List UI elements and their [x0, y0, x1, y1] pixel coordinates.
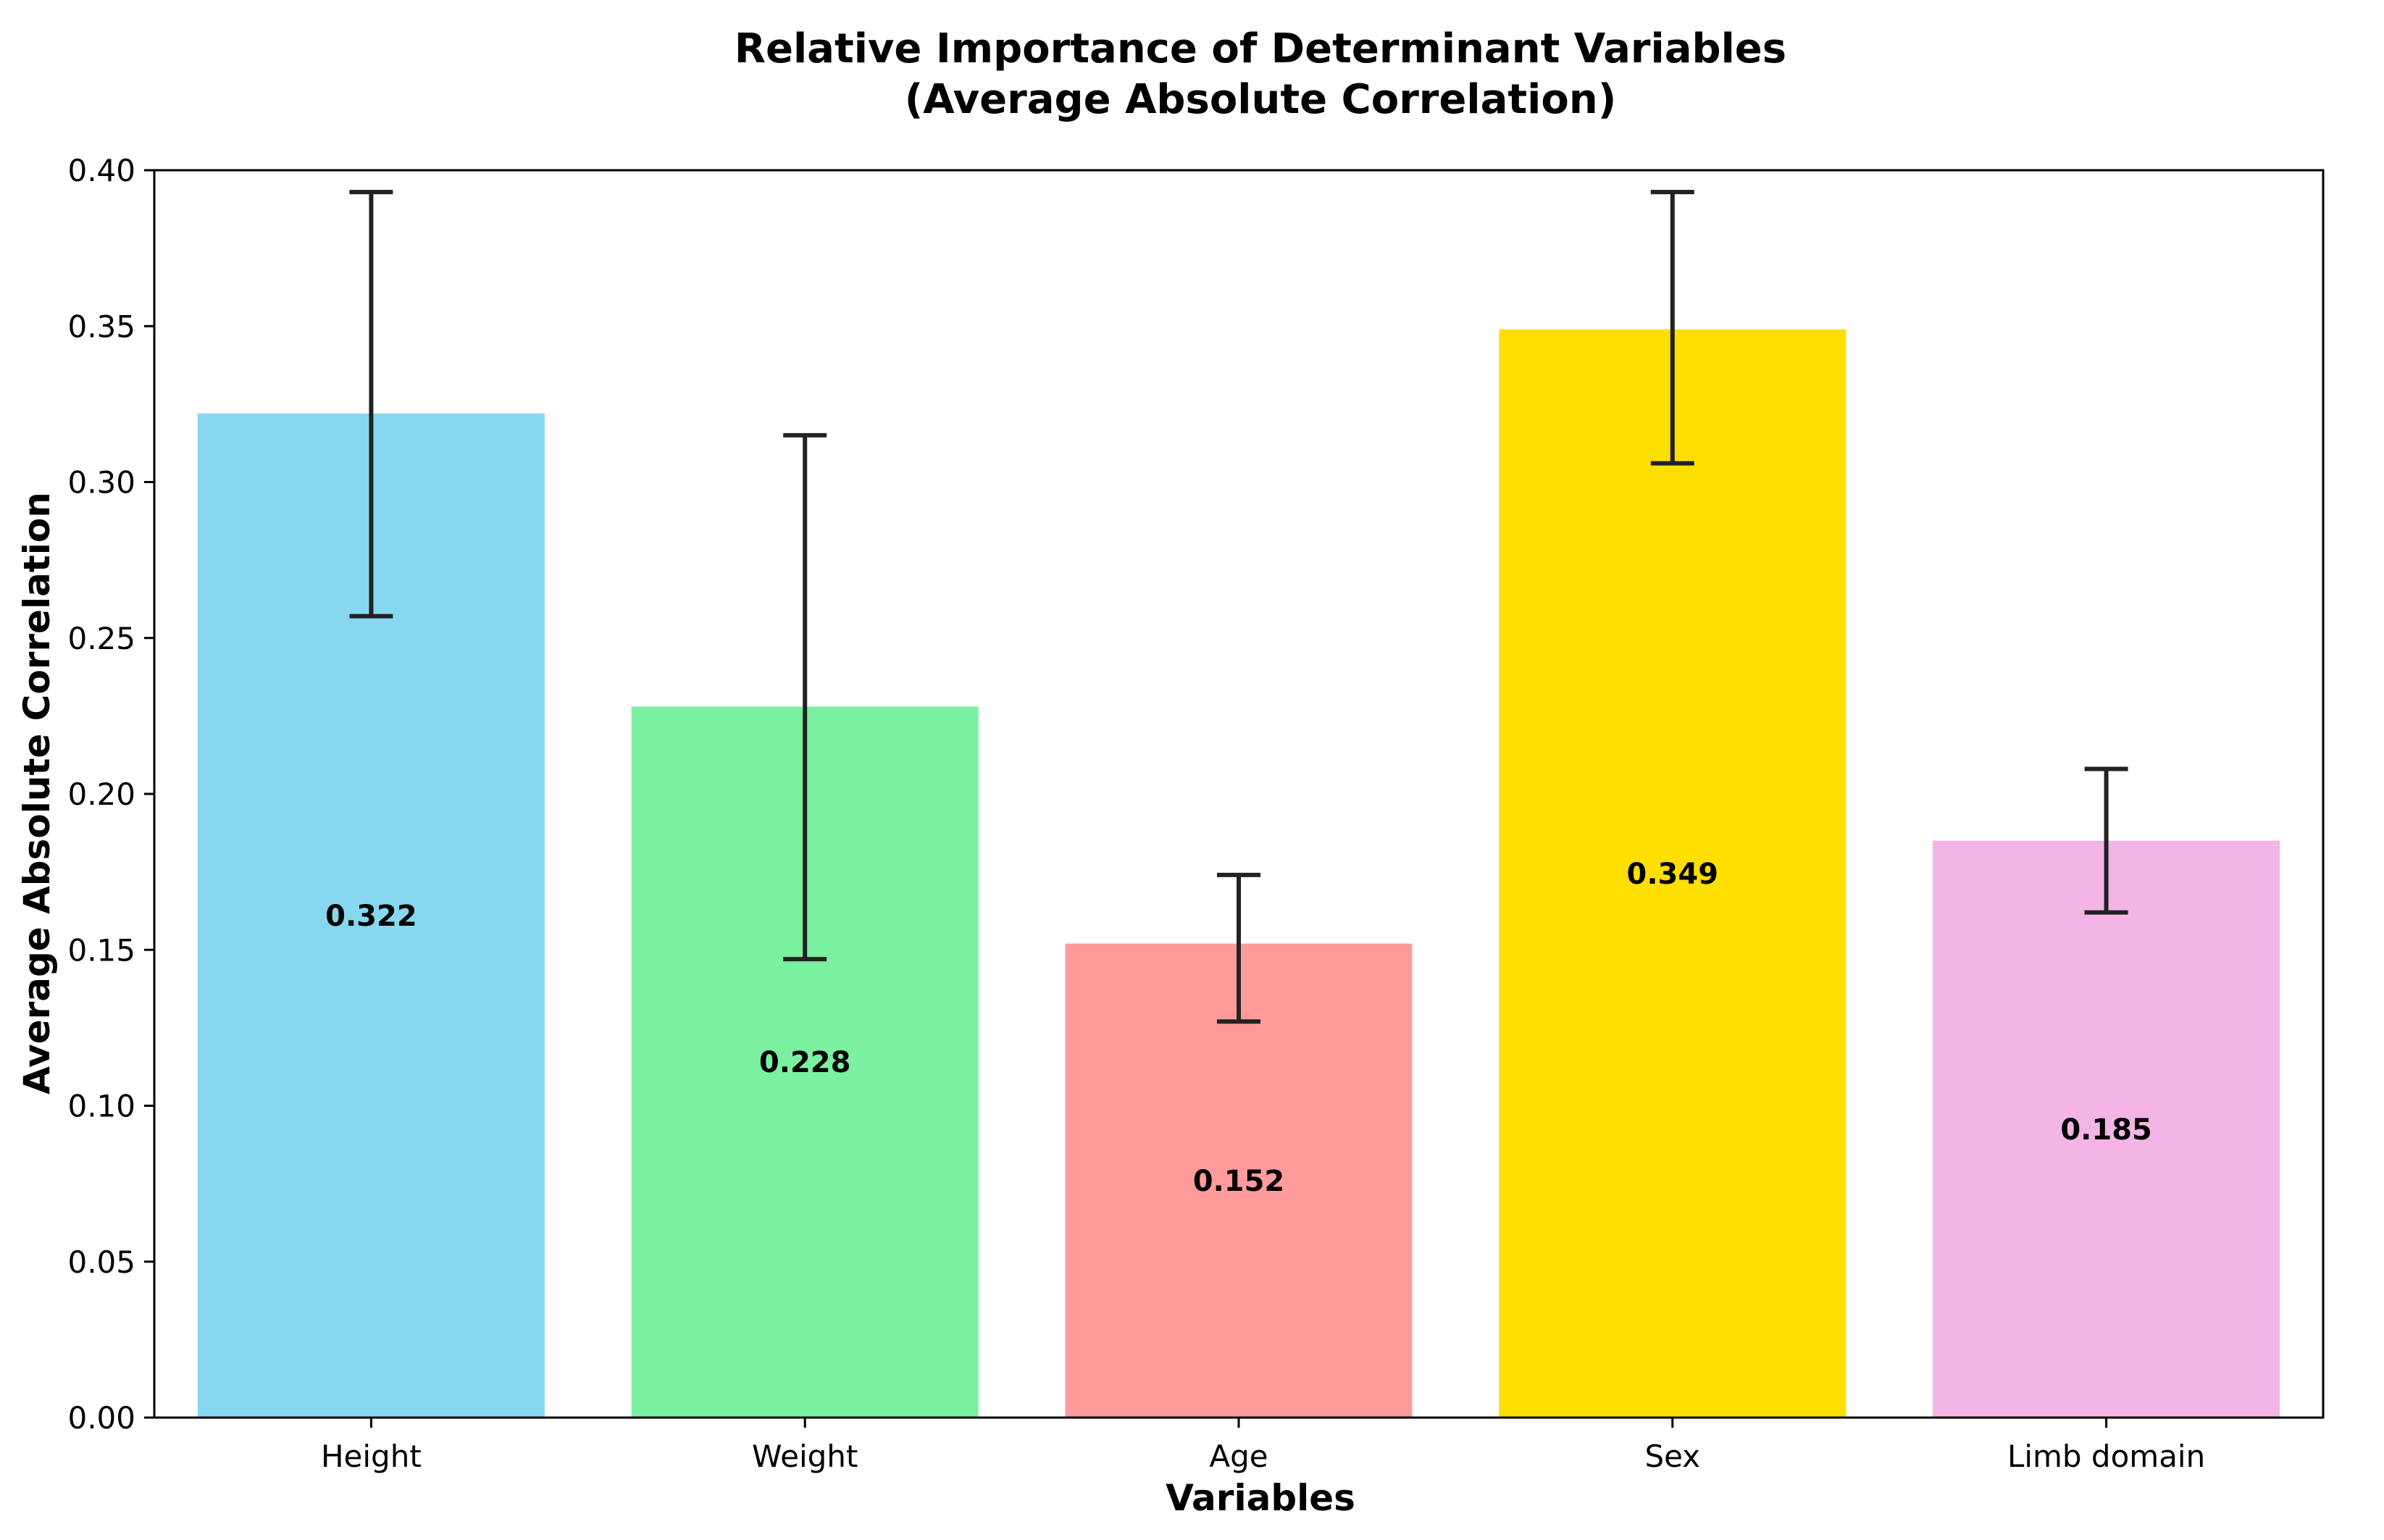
y-tick-label: 0.35: [67, 309, 135, 344]
value-label-height: 0.322: [325, 900, 417, 933]
x-tick-label-age: Age: [1209, 1439, 1268, 1474]
x-tick-label-height: Height: [321, 1439, 422, 1474]
value-label-age: 0.152: [1193, 1165, 1285, 1198]
plot-frame: [153, 169, 2325, 1419]
x-tick-label-sex: Sex: [1644, 1439, 1700, 1474]
bar-limb-domain: [1933, 840, 2280, 1418]
value-label-sex: 0.349: [1627, 858, 1719, 891]
y-tick-label: 0.20: [67, 777, 135, 812]
chart-title-line-1: Relative Importance of Determinant Varia…: [735, 25, 1786, 72]
y-tick-label: 0.30: [67, 465, 135, 501]
value-label-weight: 0.228: [759, 1046, 851, 1079]
y-tick-label: 0.00: [67, 1400, 135, 1436]
y-tick-label: 0.40: [67, 153, 135, 188]
x-tick-label-weight: Weight: [752, 1439, 858, 1474]
y-tick-label: 0.25: [67, 621, 135, 656]
x-axis-label: Variables: [1166, 1477, 1355, 1519]
plot-area: 0.322 Height 0.228 Weight 0.152 Age 0.349 Sex 0.…: [67, 153, 2325, 1474]
bar-sex: [1499, 329, 1846, 1418]
chart-title-line-2: (Average Absolute Correlation): [905, 76, 1617, 123]
x-tick-label-limb-domain: Limb domain: [2007, 1439, 2205, 1474]
y-tick-label: 0.15: [67, 932, 135, 968]
y-tick-label: 0.10: [67, 1089, 135, 1124]
y-axis-label: Average Absolute Correlation: [16, 492, 58, 1095]
value-label-limb-domain: 0.185: [2060, 1113, 2152, 1147]
y-tick-label: 0.05: [67, 1244, 135, 1280]
